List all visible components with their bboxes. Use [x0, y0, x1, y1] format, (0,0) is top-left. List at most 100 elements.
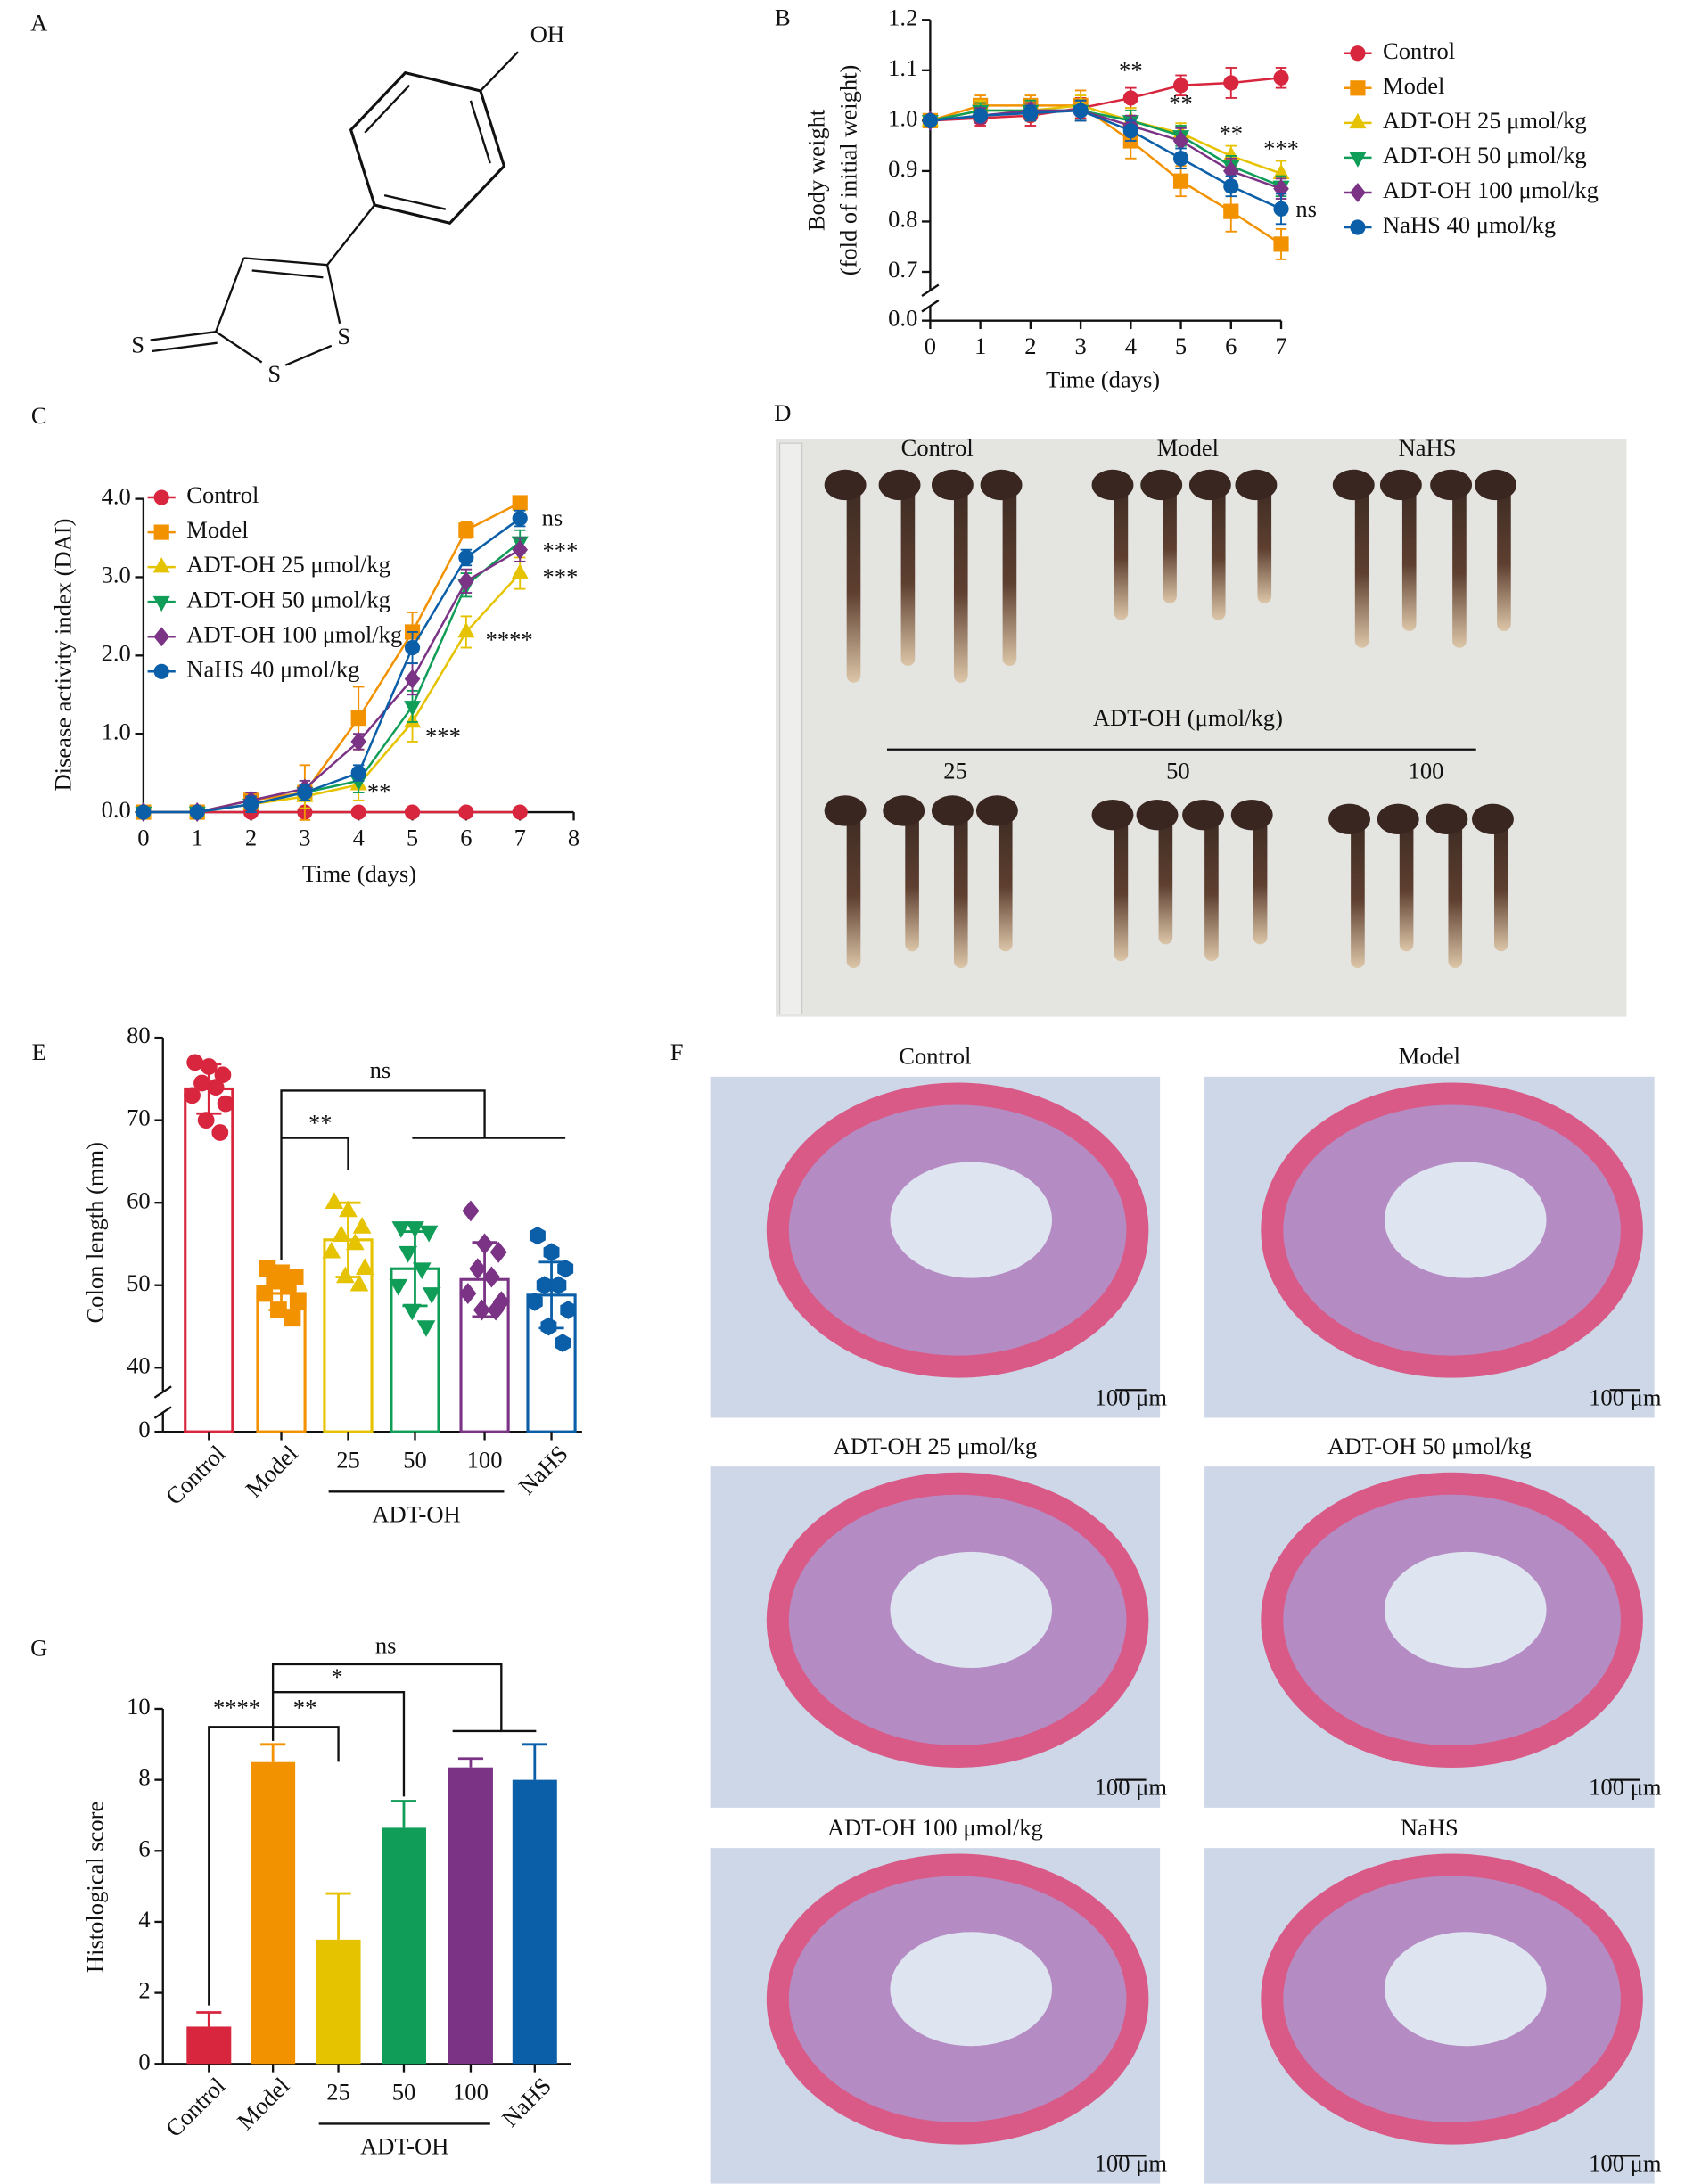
x-tick-label: 7 [1275, 333, 1286, 359]
marker [1273, 201, 1289, 217]
marker [404, 804, 421, 820]
marker [1122, 123, 1138, 139]
marker [1349, 152, 1367, 168]
significance-label: **** [486, 626, 533, 653]
marker [184, 1087, 201, 1104]
y-tick-label: 0.9 [888, 155, 917, 182]
legend-label: NaHS 40 μmol/kg [1383, 211, 1556, 238]
significance-label: ns [370, 1056, 391, 1083]
colon-sample [1257, 481, 1272, 603]
marker [457, 621, 475, 638]
colon-sample [846, 481, 861, 683]
scale-bar-label: 100 μm [1589, 2149, 1662, 2176]
marker [419, 1225, 439, 1243]
atom-label: S [337, 323, 350, 349]
significance-label: ** [1169, 89, 1193, 116]
tissue-lumen [1384, 1932, 1547, 2047]
marker [540, 1317, 557, 1336]
photo-label: Control [901, 434, 974, 461]
x-tick-label: 2 [1024, 333, 1036, 359]
colon-sample [1351, 816, 1365, 968]
colon-head [1377, 803, 1419, 835]
photo-label: 50 [1166, 757, 1190, 784]
bond [150, 330, 217, 341]
marker [1349, 112, 1367, 129]
significance-bracket [271, 1663, 503, 1741]
legend-label: NaHS 40 μmol/kg [186, 655, 359, 682]
bar [186, 2026, 232, 2065]
marker [1223, 178, 1239, 194]
significance-label: *** [425, 723, 461, 750]
marker [297, 784, 313, 801]
marker [462, 1200, 480, 1222]
colon-sample [1211, 481, 1226, 620]
marker [332, 1225, 351, 1242]
marker [270, 1301, 287, 1318]
marker [458, 549, 474, 566]
colon-head [1430, 469, 1473, 501]
colon-sample [1163, 481, 1177, 603]
y-tick-label: 0.8 [888, 206, 917, 233]
x-tick-label: Control [160, 2072, 231, 2142]
marker [189, 804, 205, 820]
photo: Control Model NaHS ADT-OH (μmol/kg) 25 5… [776, 434, 1627, 1017]
marker [350, 804, 366, 820]
colon-head [824, 469, 867, 501]
marker [469, 1258, 487, 1280]
colon-sample [1448, 816, 1463, 968]
bond [364, 84, 411, 134]
marker [1350, 80, 1366, 96]
marker [322, 1241, 341, 1259]
colon-sample [1114, 481, 1129, 620]
marker [1122, 90, 1138, 106]
significance-label: *** [543, 537, 579, 563]
tissue-lumen [890, 1932, 1053, 2047]
colon-sample [998, 808, 1013, 952]
x-tick-label: 50 [392, 2079, 416, 2106]
y-tick-label: 0.0 [102, 796, 131, 823]
marker [557, 1259, 574, 1278]
marker [345, 1233, 365, 1251]
marker [416, 1320, 436, 1337]
colon-sample [953, 481, 968, 683]
marker [422, 1287, 441, 1304]
bond [152, 341, 218, 353]
colon-head [1091, 469, 1134, 501]
bar [316, 1939, 361, 2065]
structure: OH S S S [131, 21, 564, 387]
group-label: ADT-OH [372, 1500, 460, 1527]
colon-sample [1204, 812, 1219, 962]
legend-label: Control [186, 481, 259, 508]
significance-bracket [280, 1089, 486, 1260]
colon-sample [846, 808, 861, 968]
marker [1172, 173, 1189, 189]
y-tick-label: 1.0 [102, 718, 131, 744]
significance-label: ns [542, 504, 563, 530]
legend-label: Model [1383, 72, 1444, 99]
colon-head [878, 469, 921, 501]
legend-label: ADT-OH 50 μmol/kg [186, 586, 390, 612]
image-title: Model [1399, 1043, 1460, 1070]
colon-head [883, 795, 925, 826]
tissue-lumen [890, 1551, 1053, 1668]
bar [184, 1087, 234, 1433]
y-tick-label: 1.1 [888, 54, 917, 81]
legend-label: Control [1383, 37, 1455, 64]
series-line [930, 109, 1282, 210]
marker [512, 510, 528, 527]
marker [1073, 103, 1089, 119]
colon-head [1140, 469, 1183, 501]
y-tick-label: 10 [127, 1693, 151, 1720]
marker [526, 1292, 543, 1311]
marker [511, 563, 529, 579]
colon-sample [1399, 816, 1414, 952]
bond [215, 257, 245, 333]
marker [1350, 182, 1366, 202]
x-axis-label: Time (days) [302, 860, 416, 887]
y-tick-label: 8 [138, 1764, 150, 1791]
atom-label: OH [530, 21, 564, 47]
marker [512, 804, 528, 820]
colon-head [980, 469, 1023, 501]
x-axis-label: Time (days) [1046, 365, 1160, 392]
x-tick-label: 25 [336, 1447, 360, 1474]
